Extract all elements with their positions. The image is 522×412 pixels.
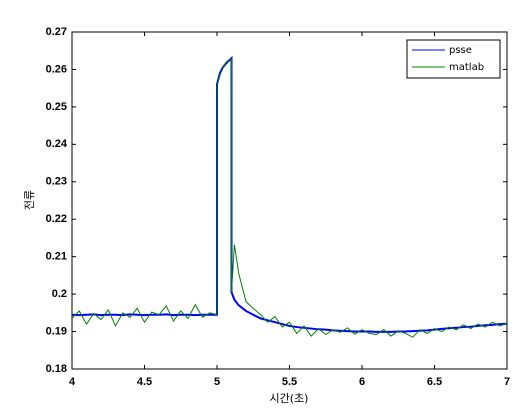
plot-area bbox=[71, 31, 508, 370]
y-tick-label: 0.24 bbox=[46, 138, 68, 150]
x-tick-label: 4 bbox=[69, 376, 76, 388]
x-axis-label: 시간(초) bbox=[270, 392, 309, 405]
y-tick-label: 0.2 bbox=[52, 288, 67, 300]
series-line bbox=[71, 58, 508, 338]
x-tick-label: 7 bbox=[504, 376, 510, 388]
y-axis-label: 전류 bbox=[23, 190, 36, 210]
y-tick-label: 0.27 bbox=[46, 26, 67, 38]
x-tick-label: 4.5 bbox=[137, 376, 152, 388]
y-tick-label: 0.26 bbox=[46, 63, 67, 75]
legend-label: matlab bbox=[449, 62, 484, 73]
y-tick-label: 0.25 bbox=[46, 101, 67, 113]
legend-box bbox=[406, 39, 501, 79]
x-tick-label: 6.5 bbox=[427, 376, 442, 388]
y-tick-label: 0.19 bbox=[46, 325, 67, 337]
series-line bbox=[71, 55, 508, 333]
x-tick-label: 6 bbox=[359, 376, 365, 388]
y-tick-label: 0.21 bbox=[46, 251, 67, 263]
x-tick-label: 5.5 bbox=[282, 376, 297, 388]
x-tick-label: 5 bbox=[214, 376, 220, 388]
y-tick-label: 0.18 bbox=[46, 363, 67, 375]
y-tick-label: 0.23 bbox=[46, 176, 67, 188]
y-tick-label: 0.22 bbox=[46, 213, 67, 225]
legend-label: psse bbox=[449, 45, 472, 56]
